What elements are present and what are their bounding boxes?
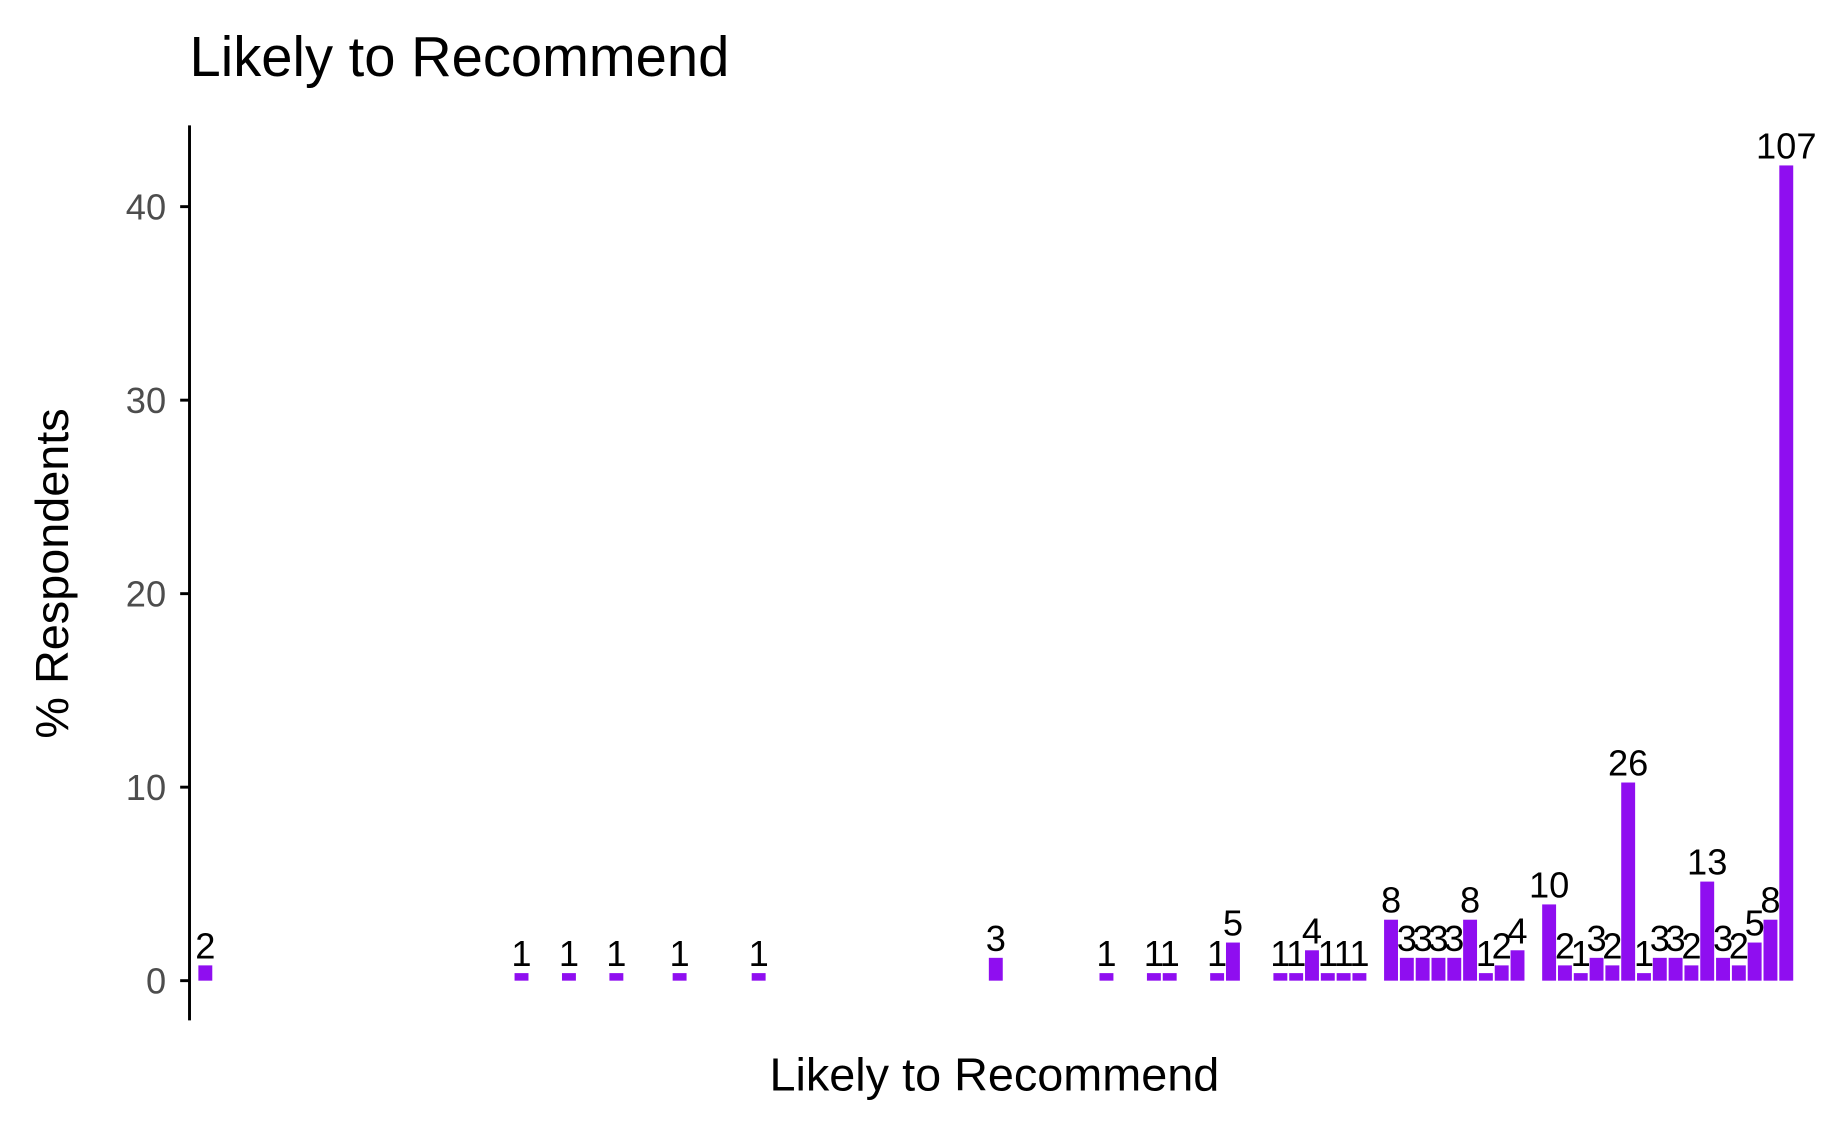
bar [1305,950,1319,981]
data-label: 3 [1586,918,1606,959]
data-label: 3 [1444,918,1464,959]
y-axis-title: % Respondents [26,408,78,738]
bar [751,973,766,981]
x-axis-title: Likely to Recommend [769,1049,1219,1101]
data-label: 3 [1413,918,1433,959]
y-tick-label: 0 [146,961,166,1002]
bar [1494,965,1509,981]
bar [1747,942,1762,981]
data-label: 2 [1681,925,1701,966]
data-label: 4 [1507,910,1527,951]
data-label: 10 [1529,864,1569,905]
bar [1763,919,1778,981]
data-label: 3 [1666,918,1686,959]
bar [514,973,529,981]
y-tick-label: 30 [126,380,166,421]
data-label: 3 [1713,918,1733,959]
bar [1652,957,1667,981]
data-label: 1 [511,933,531,974]
bar [1336,973,1351,981]
data-label: 1 [1160,933,1180,974]
data-label: 2 [195,925,215,966]
data-label: 2 [1492,925,1512,966]
bar [1320,973,1335,981]
bar [1146,973,1161,981]
data-label: 8 [1381,880,1401,921]
data-label: 1 [1634,933,1654,974]
data-label: 1 [670,933,690,974]
bar [988,957,1003,981]
bar [1542,904,1557,981]
y-tick-label: 40 [126,187,166,228]
data-label: 1 [1144,933,1164,974]
data-label: 5 [1745,903,1765,944]
data-label: 1 [749,933,769,974]
data-label: 8 [1460,880,1480,921]
bar [1210,973,1225,981]
data-label: 2 [1729,925,1749,966]
bar [1605,965,1620,981]
bar [1099,973,1114,981]
bar [1668,957,1683,981]
data-label: 1 [1571,933,1591,974]
bar [1415,957,1430,981]
data-label: 1 [1318,933,1338,974]
data-label: 26 [1608,743,1648,784]
data-label: 107 [1756,125,1816,166]
bar [672,973,687,981]
data-label: 1 [1286,933,1306,974]
bar [1621,782,1636,981]
bar [198,965,213,981]
bar [1731,965,1746,981]
data-label: 5 [1223,903,1243,944]
data-label: 3 [986,918,1006,959]
data-label: 1 [1270,933,1290,974]
data-label: 8 [1760,880,1780,921]
bar [1162,973,1177,981]
data-label: 1 [1096,933,1116,974]
bar [1273,973,1288,981]
bar [1463,919,1478,981]
bar [1289,973,1304,981]
bar [1225,942,1240,981]
bar [1557,965,1572,981]
bar [1447,957,1462,981]
data-label: 1 [1334,933,1354,974]
data-label: 1 [1207,933,1227,974]
bar [1589,957,1604,981]
bar [1700,881,1715,981]
data-label: 1 [1476,933,1496,974]
data-label: 1 [606,933,626,974]
bar [1637,973,1651,981]
bar [1384,919,1398,981]
bar [1478,973,1493,981]
data-label: 3 [1428,918,1448,959]
data-label: 2 [1555,925,1575,966]
bar [561,973,576,981]
data-label: 3 [1650,918,1670,959]
bar [1716,957,1730,981]
data-label: 13 [1687,842,1727,883]
bar [1352,973,1367,981]
chart-title: Likely to Recommend [190,25,730,88]
bar [1510,950,1525,981]
bar [1399,957,1414,981]
bar [1573,973,1588,981]
bar [1684,965,1699,981]
bar [1431,957,1446,981]
y-tick-label: 20 [126,574,166,615]
data-label: 1 [1349,933,1369,974]
data-label: 4 [1302,910,1322,951]
y-tick-label: 10 [126,767,166,808]
bar [609,973,624,981]
data-label: 1 [559,933,579,974]
data-label: 2 [1602,925,1622,966]
bar [1779,165,1794,981]
data-label: 3 [1397,918,1417,959]
